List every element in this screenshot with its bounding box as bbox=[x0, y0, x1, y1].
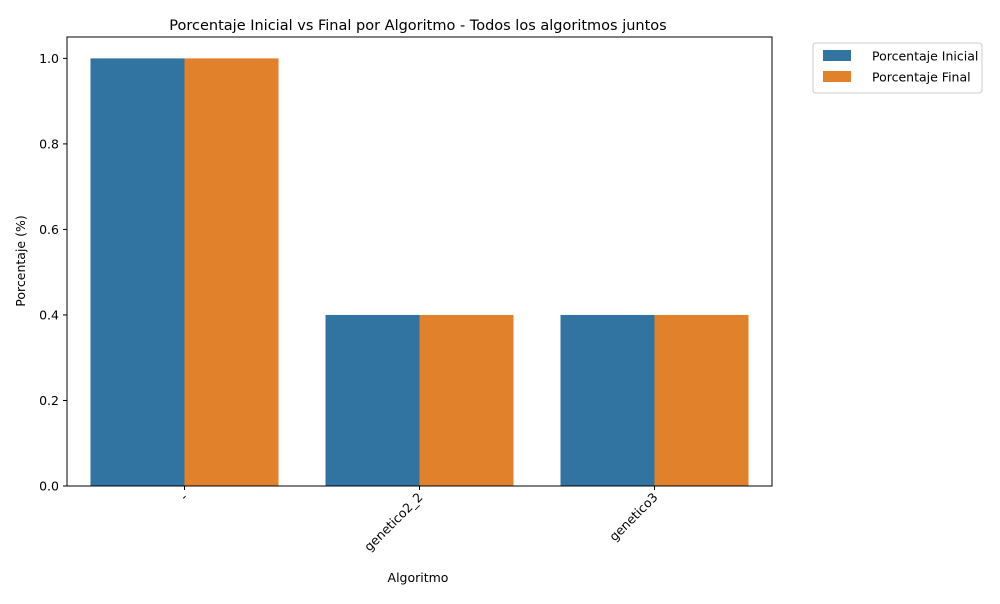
x-tick-label: - bbox=[177, 490, 191, 504]
x-tick-label: genetico3 bbox=[606, 490, 661, 545]
legend-swatch bbox=[823, 71, 851, 82]
bar bbox=[90, 58, 185, 486]
y-axis-label: Porcentaje (%) bbox=[13, 215, 28, 306]
chart-title: Porcentaje Inicial vs Final por Algoritm… bbox=[169, 18, 666, 34]
y-tick-label: 0.0 bbox=[39, 479, 59, 494]
y-tick-label: 0.2 bbox=[39, 393, 59, 408]
y-tick-label: 1.0 bbox=[39, 51, 59, 66]
bar bbox=[419, 314, 514, 486]
legend: Porcentaje Inicial Porcentaje Final bbox=[812, 42, 983, 94]
bar bbox=[654, 314, 749, 486]
plot-frame bbox=[66, 36, 773, 487]
x-axis-label: Algoritmo bbox=[388, 570, 449, 585]
bar bbox=[325, 314, 420, 486]
legend-label: Porcentaje Final bbox=[872, 70, 971, 85]
y-tick-label: 0.4 bbox=[39, 307, 59, 322]
x-tick-label: genetico2_2 bbox=[361, 490, 426, 555]
plot-area: 0.0 0.2 0.4 0.6 0.8 1.0 - genetico2_2 genetico3 bbox=[39, 51, 749, 555]
y-tick-label: 0.8 bbox=[39, 136, 59, 151]
y-tick-label: 0.6 bbox=[39, 222, 59, 237]
legend-swatch bbox=[823, 50, 851, 61]
bar bbox=[560, 314, 655, 486]
legend-label: Porcentaje Inicial bbox=[872, 49, 978, 64]
legend-frame bbox=[812, 42, 983, 94]
bar bbox=[184, 58, 279, 486]
